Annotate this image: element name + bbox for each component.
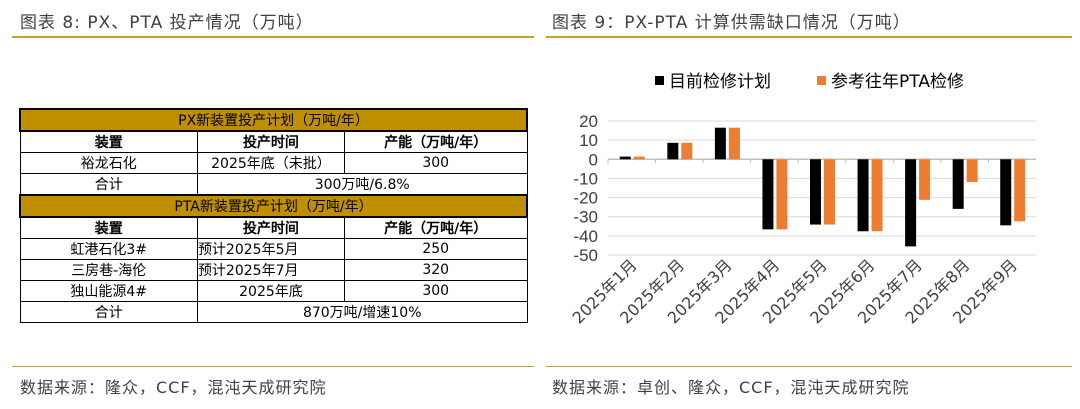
bar-current-plan [952,159,964,209]
table-row: 独山能源4# 2025年底 300 [19,280,528,302]
cell: 预计2025年7月 [196,259,345,281]
bar-current-plan [857,159,869,232]
title-rule [546,36,1072,38]
cell: 合计 [19,301,198,323]
left-title: 图表 8: PX、PTA 投产情况（万吨） [20,13,314,33]
cell: 250 [343,238,528,260]
y-tick-label: -10 [573,169,598,188]
cell: 320 [343,259,528,281]
cell: 870万吨/增速10% [196,301,528,323]
table-row: 三房巷-海伦 预计2025年7月 320 [19,259,528,281]
bar-current-plan [905,159,917,247]
y-tick-label: -40 [573,227,598,246]
cell: 300 [343,280,528,302]
bar-reference [776,159,788,230]
cell: 预计2025年5月 [196,238,345,260]
total-row: 合计 870万吨/增速10% [19,301,528,323]
y-tick-label: 0 [589,150,598,169]
y-tick-label: -20 [573,189,598,208]
capacity-table: PX新装置投产计划（万吨/年） 装置 投产时间 产能（万吨/年） 裕龙石化 2025年… [19,108,528,323]
cell: 虹港石化3# [19,238,198,260]
cell: 2025年底 [196,280,345,302]
title-rule [12,36,534,38]
bar-reference [1014,159,1026,222]
col-header: 投产时间 [196,130,345,153]
cell: 三房巷-海伦 [19,259,198,281]
bar-current-plan [1000,159,1012,226]
cell: 300万吨/6.8% [196,173,528,196]
cell: 2025年底（未批） [196,152,345,174]
table-row: 裕龙石化 2025年底（未批） 300 [19,152,528,174]
gap-bar-chart: 20100-10-20-30-40-502025年1月2025年2月2025年3… [569,72,1036,327]
legend-swatch [817,76,826,85]
pta-header: PTA新装置投产计划（万吨/年） [19,194,528,218]
y-tick-label: -30 [573,208,598,227]
bar-current-plan [810,159,821,225]
col-header: 投产时间 [196,216,345,239]
bar-reference [824,159,835,225]
legend-label: 目前检修计划 [669,72,771,92]
bar-current-plan [619,156,631,160]
source-rule [12,366,534,367]
right-source: 数据来源：卓创、隆众，CCF，混沌天成研究院 [552,378,910,397]
right-title: 图表 9：PX-PTA 计算供需缺口情况（万吨） [552,13,911,33]
col-header: 产能（万吨/年） [343,130,528,153]
cell: 300 [343,152,528,174]
col-header: 装置 [19,130,198,153]
cell: 裕龙石化 [19,152,198,174]
left-source: 数据来源：隆众，CCF，混沌天成研究院 [20,378,327,397]
bar-reference [919,159,931,200]
bar-reference [871,159,883,232]
bar-current-plan [714,127,726,160]
bar-current-plan [762,159,774,230]
y-tick-label: -50 [573,246,598,265]
px-header: PX新装置投产计划（万吨/年） [19,108,528,132]
y-tick-label: 10 [579,131,598,150]
cell: 独山能源4# [19,280,198,302]
total-row: 合计 300万吨/6.8% [19,173,528,196]
bar-reference [728,127,740,160]
col-header: 装置 [19,216,198,239]
source-rule [546,366,1072,367]
y-tick-label: 20 [579,112,598,131]
bar-reference [681,142,693,160]
bar-reference [966,159,978,183]
cell: 合计 [19,173,198,196]
bar-current-plan [667,142,679,160]
bar-reference [633,156,645,160]
table-row: 虹港石化3# 预计2025年5月 250 [19,238,528,260]
col-header: 产能（万吨/年） [343,216,528,239]
legend-swatch [655,76,664,85]
legend-label: 参考往年PTA检修 [831,72,964,92]
